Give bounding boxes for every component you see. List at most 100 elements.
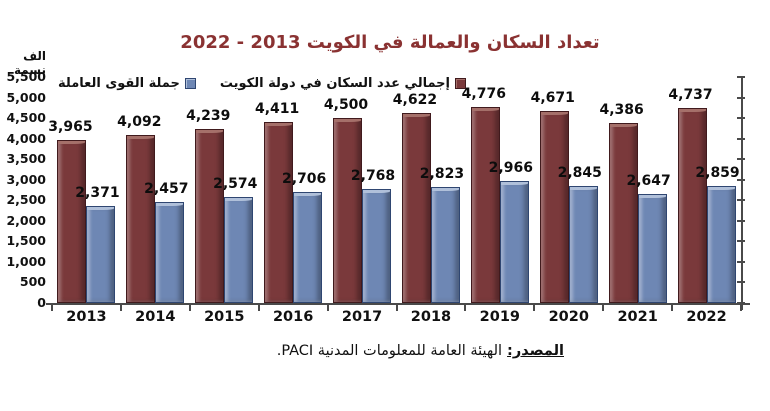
labor-value-label: 2,647 — [626, 173, 671, 189]
right-axis-tick — [737, 137, 745, 140]
population-bar-2019 — [470, 107, 500, 303]
labor-bar-2016 — [293, 192, 323, 303]
labor-value-label: 2,706 — [281, 171, 327, 187]
year-label-2014: 2014 — [135, 309, 176, 325]
x-axis-line — [46, 303, 750, 305]
year-label-2018: 2018 — [410, 309, 452, 325]
labor-value-label: 2,768 — [350, 168, 396, 184]
year-label-2021: 2021 — [617, 309, 658, 325]
y-axis-labels: 5,500 5,000 4,500 4,000 3,500 3,000 2,500 2,000… — [0, 0, 46, 411]
year-label-2016: 2016 — [272, 309, 314, 325]
labor-bar-2018 — [430, 187, 460, 303]
labor-bar-2014 — [155, 202, 185, 303]
year-label-2022: 2022 — [686, 309, 727, 325]
population-value-label: 4,386 — [599, 102, 644, 118]
population-value-label: 4,776 — [461, 86, 506, 102]
bar-group-2016: 4,411 2,706 — [255, 77, 328, 303]
labor-value-label: 2,574 — [213, 176, 258, 192]
x-axis-tick — [671, 305, 674, 311]
labor-value-label: 2,966 — [488, 160, 533, 176]
labor-bar-2021 — [637, 194, 667, 303]
y-tick-label: 2,000 — [6, 212, 46, 228]
right-axis-tick — [737, 219, 745, 222]
legend: جملة القوى العاملة إجمالي عدد السكان في … — [58, 76, 467, 91]
population-value-label: 4,092 — [117, 114, 162, 130]
labor-value-label: 2,371 — [75, 185, 120, 201]
labor-bar-2022 — [706, 186, 736, 303]
bar-group-2020: 4,671 2,845 — [530, 77, 603, 303]
bar-group-2021: 4,386 2,647 — [599, 77, 672, 303]
right-axis-tick — [737, 178, 745, 181]
population-legend-swatch-icon — [455, 78, 467, 89]
y-tick-label: 3,500 — [6, 151, 46, 167]
legend-label-population: إجمالي عدد السكان في دولة الكويت — [219, 76, 451, 91]
population-bar-2020 — [539, 111, 569, 303]
x-axis-tick — [740, 305, 742, 311]
population-bar-2016 — [264, 122, 294, 303]
y-axis-unit-label: الف نسمة — [13, 49, 46, 77]
y-tick-label: 0 — [37, 295, 46, 310]
right-axis-tick — [737, 158, 745, 161]
population-bar-2022 — [677, 108, 707, 303]
legend-item-population: إجمالي عدد السكان في دولة الكويت — [219, 76, 467, 91]
y-tick-label: 5,000 — [6, 89, 46, 105]
y-tick-label: 4,500 — [6, 110, 46, 126]
labor-bar-2020 — [568, 186, 598, 303]
bar-group-2019: 4,776 2,966 — [461, 77, 534, 303]
population-value-label: 4,737 — [668, 87, 713, 103]
population-value-label: 4,671 — [530, 90, 575, 106]
population-bar-2021 — [608, 123, 638, 303]
right-axis-tick — [737, 76, 745, 78]
labor-value-label: 2,859 — [695, 165, 740, 181]
bar-group-2018: 4,622 2,823 — [393, 77, 466, 303]
labor-value-label: 2,823 — [419, 166, 465, 182]
y-tick-label: 4,000 — [6, 130, 46, 146]
labor-value-label: 2,845 — [557, 165, 602, 181]
population-value-label: 4,239 — [186, 108, 231, 124]
chart-title: تعداد السكان والعمالة في الكويت 2013 - 2… — [180, 32, 600, 53]
source-text: الهيئة العامة للمعلومات المدنية PACI. — [276, 343, 503, 359]
x-axis-tick — [533, 305, 536, 311]
x-axis-labels: 2013 2014 2015 2016 2017 2018 2019 2020 2021 2022 — [52, 309, 741, 329]
right-axis-tick — [737, 96, 745, 99]
y-tick-label: 3,000 — [6, 171, 46, 187]
population-bar-2015 — [195, 129, 225, 303]
right-axis-tick — [737, 260, 745, 263]
x-axis-tick — [602, 305, 605, 311]
source-prefix: المصدر: — [507, 343, 564, 359]
labor-bar-2017 — [362, 189, 392, 303]
population-bar-2018 — [401, 113, 431, 303]
labor-legend-swatch-icon — [184, 78, 196, 89]
year-label-2013: 2013 — [66, 309, 107, 325]
bar-group-2015: 4,239 2,574 — [186, 77, 259, 303]
labor-bar-2015 — [224, 197, 254, 303]
y-tick-label: 500 — [19, 274, 46, 290]
population-value-label: 3,965 — [48, 119, 93, 135]
population-value-label: 4,622 — [392, 92, 438, 108]
bar-group-2013: 3,965 2,371 — [48, 77, 121, 303]
plot-area: 3,965 2,371 4,092 2,457 4,239 2,574 4,411 2,706… — [46, 76, 750, 311]
population-bar-2017 — [333, 118, 363, 303]
source-note: المصدر:الهيئة العامة للمعلومات المدنية P… — [277, 343, 564, 359]
x-axis-tick — [326, 305, 329, 311]
right-axis-tick — [737, 302, 745, 304]
population-value-label: 4,411 — [254, 101, 300, 117]
bar-group-2017: 4,500 2,768 — [324, 77, 397, 303]
bar-group-2022: 4,737 2,859 — [668, 77, 741, 303]
right-axis-tick — [737, 240, 745, 243]
x-axis-tick — [119, 305, 122, 311]
year-label-2020: 2020 — [548, 309, 589, 325]
right-axis-tick — [737, 117, 745, 120]
right-axis-tick — [737, 281, 745, 284]
right-axis-tick — [737, 199, 745, 202]
y-tick-label: 2,500 — [6, 192, 46, 208]
population-bar-2013 — [57, 140, 87, 303]
y-tick-label: 5,500 — [6, 69, 46, 84]
x-axis-tick — [51, 305, 53, 311]
year-label-2015: 2015 — [204, 309, 245, 325]
population-value-label: 4,500 — [323, 97, 369, 113]
labor-value-label: 2,457 — [144, 181, 189, 197]
labor-bar-2019 — [499, 181, 529, 303]
labor-bar-2013 — [86, 206, 116, 303]
